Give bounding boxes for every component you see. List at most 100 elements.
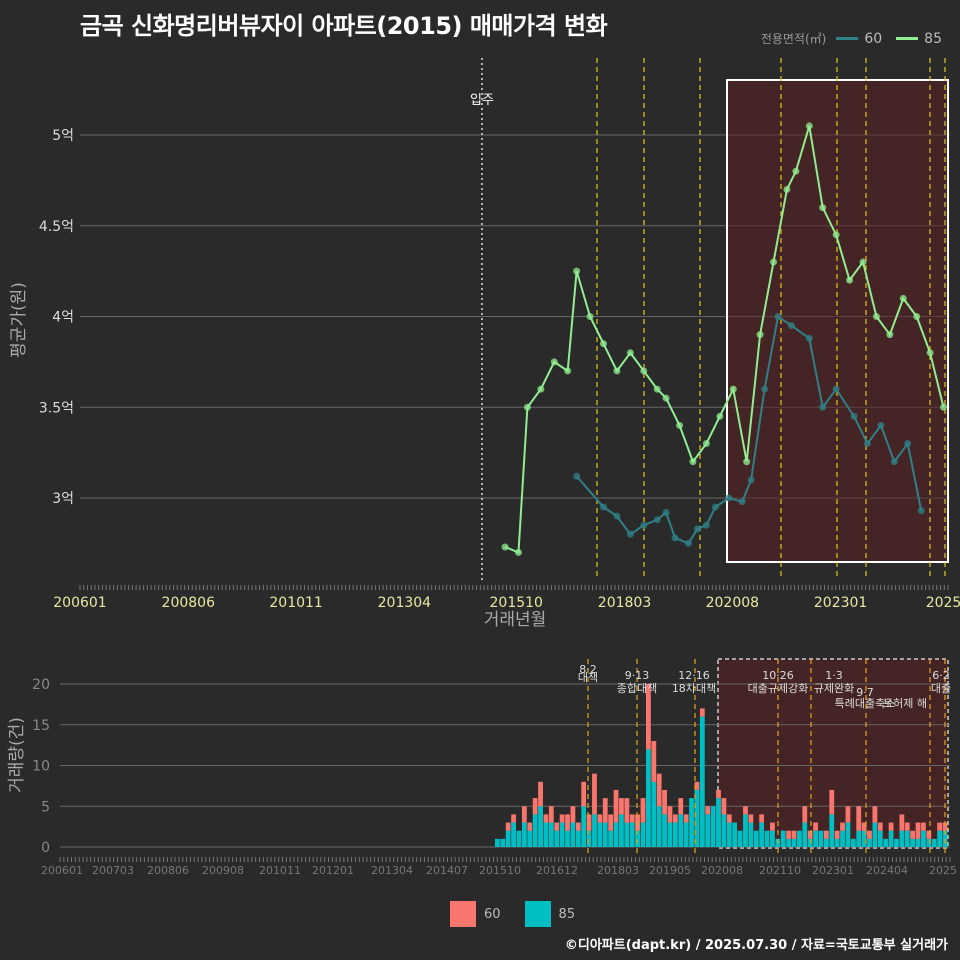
- volume-bar-85: [834, 838, 840, 847]
- series-point-85: [716, 412, 724, 420]
- volume-bar-85: [495, 838, 500, 847]
- volume-bar-60: [532, 798, 538, 815]
- volume-bar-85: [802, 822, 808, 847]
- series-point-60: [626, 530, 634, 538]
- volume-bar-60: [581, 781, 587, 807]
- policy-event-date: 8·2: [579, 663, 597, 676]
- volume-bar-60: [813, 822, 818, 831]
- volume-bar-85: [883, 838, 889, 847]
- x-axis-title: 거래년월: [484, 610, 547, 630]
- volume-bar-85: [505, 830, 511, 847]
- volume-bar-85: [710, 806, 716, 847]
- series-point-60: [711, 503, 719, 511]
- volume-bar-60: [683, 814, 689, 823]
- volume-bar-85: [915, 838, 921, 847]
- volume-bar-85: [910, 838, 916, 847]
- policy-event-date: 6·2: [932, 669, 950, 682]
- volume-bar-85: [829, 814, 835, 847]
- series-point-60: [653, 516, 661, 524]
- series-point-85: [653, 385, 661, 393]
- volume-bar-60: [640, 798, 646, 823]
- volume-y-tick-label: 10: [32, 759, 50, 775]
- volume-bar-60: [613, 789, 619, 823]
- volume-bar-85: [764, 830, 770, 847]
- price-x-tick-label: 201803: [598, 595, 651, 611]
- volume-bar-85: [861, 830, 867, 847]
- volume-bar-60: [559, 814, 565, 823]
- volume-bar-85: [743, 814, 748, 847]
- volume-bar-85: [888, 830, 894, 847]
- policy-event-label: 18차대책: [672, 682, 716, 695]
- policy-event-label: 대출규제강화: [748, 682, 809, 695]
- volume-bar-60: [770, 822, 775, 831]
- volume-x-tick-label: 200806: [147, 864, 189, 877]
- volume-bar-60: [791, 830, 797, 839]
- volume-bar-85: [726, 822, 732, 847]
- series-point-85: [514, 548, 522, 556]
- series-point-60: [671, 534, 679, 542]
- volume-bar-60: [867, 830, 872, 839]
- volume-bar-60: [548, 806, 554, 823]
- volume-bar-60: [699, 708, 705, 717]
- volume-bar-60: [602, 798, 608, 823]
- series-point-85: [899, 294, 907, 302]
- volume-bar-60: [786, 830, 792, 839]
- volume-bar-85: [667, 822, 673, 847]
- volume-bar-60: [646, 684, 651, 750]
- volume-x-tick-label: 2025: [929, 864, 957, 877]
- series-point-85: [550, 358, 558, 366]
- bottom-legend-swatch-60: [450, 901, 476, 927]
- volume-bar-60: [543, 814, 549, 823]
- volume-bar-85: [840, 830, 845, 847]
- price-y-tick-label: 4.5억: [39, 219, 74, 235]
- volume-bar-85: [807, 838, 813, 847]
- volume-bar-60: [635, 814, 641, 831]
- series-point-85: [846, 276, 854, 284]
- volume-bar-60: [721, 798, 727, 815]
- volume-bar-85: [624, 822, 630, 847]
- series-point-60: [877, 421, 885, 429]
- volume-bar-60: [910, 830, 916, 839]
- volume-bar-85: [926, 838, 932, 847]
- volume-bar-85: [721, 814, 727, 847]
- price-x-tick-label: 200601: [53, 595, 106, 611]
- volume-bar-85: [521, 822, 527, 847]
- volume-bar-85: [813, 830, 818, 847]
- policy-event-date: 9·13: [625, 669, 650, 682]
- volume-bar-85: [565, 830, 570, 847]
- series-point-60: [738, 498, 746, 506]
- volume-bar-85: [613, 822, 619, 847]
- series-point-85: [819, 204, 827, 212]
- volume-bar-60: [748, 814, 754, 823]
- series-point-85: [689, 458, 697, 466]
- volume-bar-85: [597, 822, 603, 847]
- volume-bar-60: [726, 814, 732, 823]
- series-point-85: [537, 385, 545, 393]
- series-point-85: [676, 421, 684, 429]
- legend-item-85: 85: [924, 30, 942, 47]
- policy-event-label: 특례대출축소: [835, 697, 896, 710]
- volume-bar-85: [931, 838, 937, 847]
- bottom-legend-item-60: 60: [484, 906, 501, 922]
- volume-x-tick-label: 202110: [759, 864, 801, 877]
- series-point-60: [684, 539, 692, 547]
- series-point-85: [872, 313, 880, 320]
- volume-bar-85: [608, 830, 614, 847]
- volume-bar-85: [602, 822, 608, 847]
- volume-bar-60: [651, 741, 657, 782]
- volume-bar-85: [937, 830, 943, 847]
- volume-bar-85: [672, 822, 678, 847]
- volume-bar-85: [646, 749, 651, 847]
- volume-bar-85: [662, 814, 667, 847]
- policy-event-date: 12·16: [678, 669, 710, 682]
- series-point-85: [501, 543, 509, 551]
- series-point-85: [573, 267, 581, 275]
- move-in-annotation: 입주: [470, 93, 494, 108]
- price-x-tick-label: 200806: [162, 595, 216, 611]
- series-point-60: [904, 440, 912, 448]
- bottom-legend-item-85: 85: [558, 906, 576, 922]
- volume-x-tick-label: 201510: [479, 864, 521, 877]
- volume-bar-60: [619, 798, 624, 815]
- volume-bar-60: [538, 781, 543, 807]
- volume-bar-60: [505, 822, 511, 831]
